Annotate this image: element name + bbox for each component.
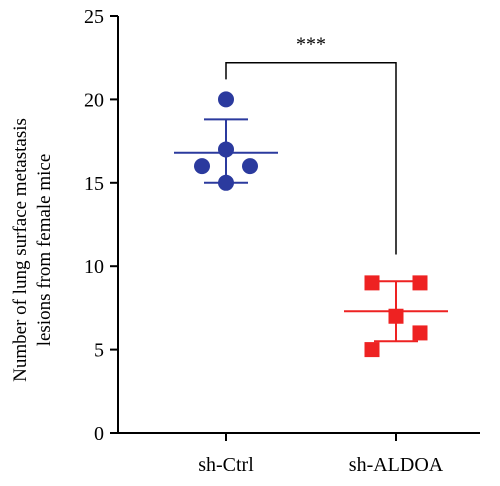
data-point: [364, 275, 380, 291]
significance-bracket: [225, 61, 397, 255]
y-tick-label: 25: [84, 6, 104, 28]
data-point: [388, 308, 404, 324]
data-point: [218, 141, 234, 158]
y-tick-label: 15: [84, 173, 104, 195]
data-point: [364, 342, 380, 358]
data-point: [242, 158, 258, 175]
x-tick-label: sh-ALDOA: [349, 454, 444, 476]
y-tick-label: 0: [94, 423, 104, 445]
x-tick-label: sh-Ctrl: [198, 454, 254, 476]
y-tick-label: 10: [84, 256, 104, 278]
data-point: [194, 158, 210, 175]
significance-label: ***: [296, 34, 326, 56]
data-point: [412, 325, 428, 341]
data-point: [218, 174, 234, 191]
y-tick-label: 5: [94, 340, 104, 362]
y-tick-label: 20: [84, 89, 104, 111]
y-axis-label-line1: Number of lung surface metastasis: [10, 118, 31, 382]
y-axis-label-line2: lesions from female mice: [34, 154, 55, 347]
data-point: [412, 275, 428, 291]
axes: 0 5 10 15 20 25 sh-Ctrl sh-ALDOA: [84, 6, 480, 476]
data-point: [218, 91, 234, 108]
marks: ***: [174, 34, 448, 358]
